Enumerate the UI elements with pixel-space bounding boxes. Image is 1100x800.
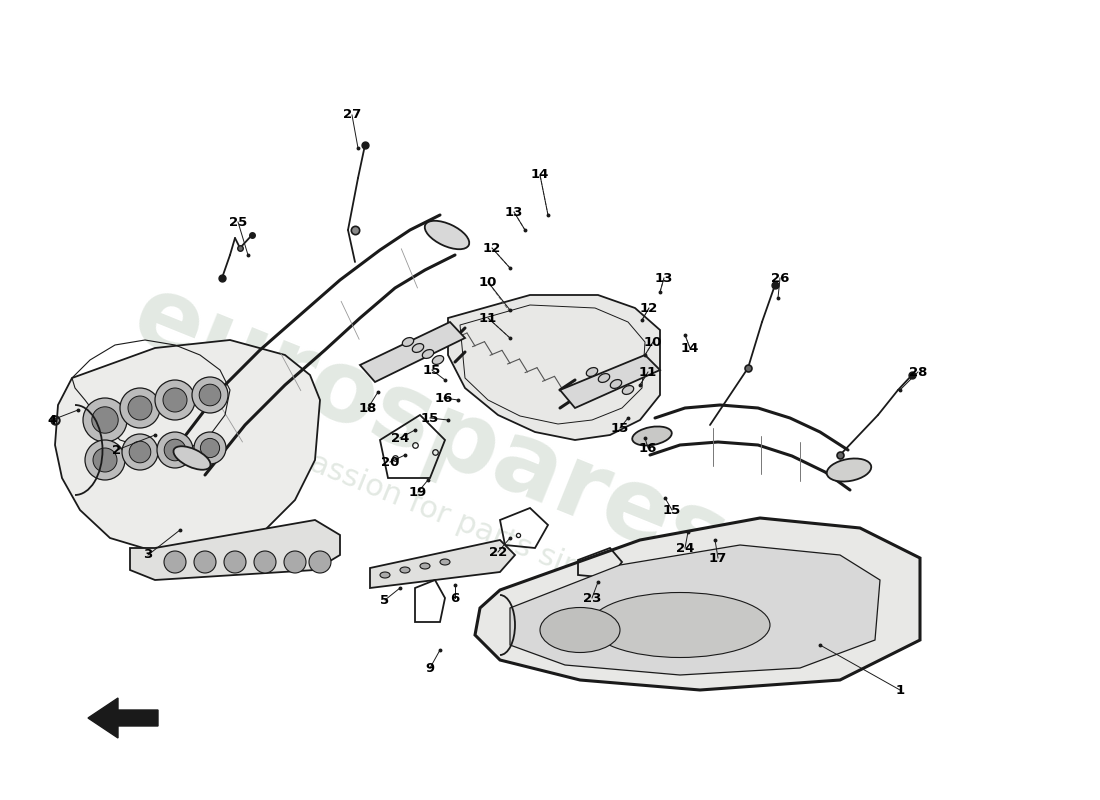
Circle shape xyxy=(164,439,186,461)
Circle shape xyxy=(163,388,187,412)
Text: 18: 18 xyxy=(359,402,377,414)
Text: 16: 16 xyxy=(434,391,453,405)
Text: 14: 14 xyxy=(681,342,700,354)
Text: 4: 4 xyxy=(47,414,56,426)
Polygon shape xyxy=(360,322,465,382)
Text: 9: 9 xyxy=(426,662,434,674)
Circle shape xyxy=(254,551,276,573)
Ellipse shape xyxy=(174,446,210,470)
Text: 6: 6 xyxy=(450,591,460,605)
Ellipse shape xyxy=(379,572,390,578)
Circle shape xyxy=(309,551,331,573)
Text: 23: 23 xyxy=(583,591,602,605)
Circle shape xyxy=(194,551,216,573)
Ellipse shape xyxy=(598,374,609,382)
Text: 13: 13 xyxy=(505,206,524,218)
Ellipse shape xyxy=(540,607,620,653)
Text: 11: 11 xyxy=(478,311,497,325)
Text: 2: 2 xyxy=(112,443,122,457)
Circle shape xyxy=(85,440,125,480)
Ellipse shape xyxy=(420,563,430,569)
Ellipse shape xyxy=(412,343,424,353)
Circle shape xyxy=(82,398,126,442)
Polygon shape xyxy=(560,355,660,408)
Circle shape xyxy=(129,442,151,462)
Text: 17: 17 xyxy=(708,551,727,565)
Ellipse shape xyxy=(432,355,443,365)
Text: eurospares: eurospares xyxy=(119,266,741,594)
Polygon shape xyxy=(370,540,515,588)
Circle shape xyxy=(94,448,117,472)
Text: 20: 20 xyxy=(381,455,399,469)
Circle shape xyxy=(200,438,220,458)
Polygon shape xyxy=(130,520,340,580)
Ellipse shape xyxy=(610,379,621,389)
Circle shape xyxy=(155,380,195,420)
Circle shape xyxy=(194,432,226,464)
Circle shape xyxy=(120,388,160,428)
Text: 28: 28 xyxy=(909,366,927,378)
Polygon shape xyxy=(55,340,320,555)
Text: 16: 16 xyxy=(639,442,657,454)
Text: 15: 15 xyxy=(421,411,439,425)
Ellipse shape xyxy=(422,350,433,358)
Text: 15: 15 xyxy=(422,363,441,377)
Text: 10: 10 xyxy=(644,335,662,349)
Text: 1: 1 xyxy=(895,683,904,697)
Ellipse shape xyxy=(586,367,597,377)
Text: 22: 22 xyxy=(488,546,507,558)
Text: 19: 19 xyxy=(409,486,427,498)
Polygon shape xyxy=(475,518,920,690)
Circle shape xyxy=(199,384,221,406)
Text: 11: 11 xyxy=(639,366,657,378)
Circle shape xyxy=(192,377,228,413)
Ellipse shape xyxy=(590,593,770,658)
Text: 26: 26 xyxy=(771,271,789,285)
Text: 5: 5 xyxy=(381,594,389,606)
Polygon shape xyxy=(88,698,158,738)
Circle shape xyxy=(157,432,192,468)
Ellipse shape xyxy=(632,426,672,446)
Ellipse shape xyxy=(623,386,634,394)
Ellipse shape xyxy=(425,221,470,250)
Ellipse shape xyxy=(400,567,410,573)
Text: 12: 12 xyxy=(483,242,502,254)
Polygon shape xyxy=(510,545,880,675)
Ellipse shape xyxy=(827,458,871,482)
Circle shape xyxy=(164,551,186,573)
Text: 14: 14 xyxy=(531,169,549,182)
Text: a passion for parts since 1985: a passion for parts since 1985 xyxy=(261,430,700,630)
Polygon shape xyxy=(448,295,660,440)
Circle shape xyxy=(224,551,246,573)
Text: 12: 12 xyxy=(640,302,658,314)
Circle shape xyxy=(128,396,152,420)
Text: 3: 3 xyxy=(143,549,153,562)
Circle shape xyxy=(284,551,306,573)
Circle shape xyxy=(122,434,158,470)
Text: 15: 15 xyxy=(663,503,681,517)
Text: 27: 27 xyxy=(343,109,361,122)
Ellipse shape xyxy=(403,338,414,346)
Text: 10: 10 xyxy=(478,275,497,289)
Ellipse shape xyxy=(440,559,450,565)
Text: 25: 25 xyxy=(229,215,248,229)
Text: 24: 24 xyxy=(675,542,694,554)
Text: 13: 13 xyxy=(654,271,673,285)
Text: 24: 24 xyxy=(390,431,409,445)
Circle shape xyxy=(91,406,118,434)
Text: 15: 15 xyxy=(610,422,629,434)
